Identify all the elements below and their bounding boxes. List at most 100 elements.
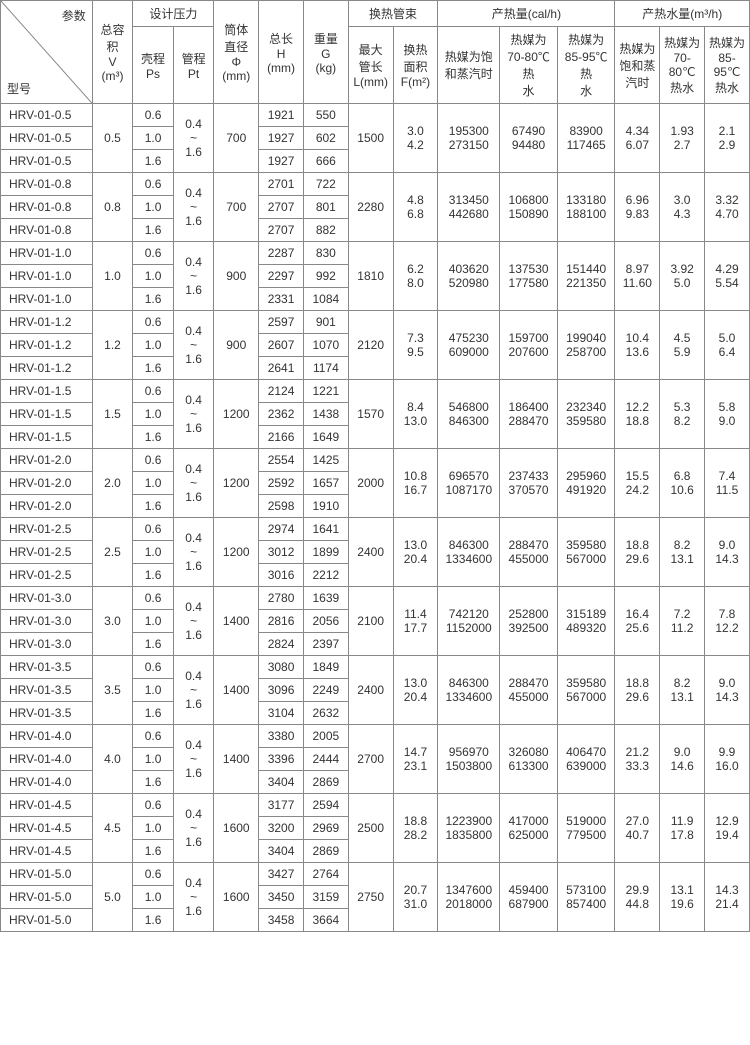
cell-hc3: 295960491920 xyxy=(557,449,615,518)
cell-model: HRV-01-4.0 xyxy=(1,748,93,771)
cell-shell: 1.0 xyxy=(133,403,174,426)
cell-weight: 901 xyxy=(303,311,348,334)
cell-hc2: 459400687900 xyxy=(500,863,558,932)
cell-weight: 602 xyxy=(303,127,348,150)
cell-model: HRV-01-0.5 xyxy=(1,127,93,150)
cell-length: 2598 xyxy=(259,495,304,518)
cell-model: HRV-01-2.0 xyxy=(1,472,93,495)
cell-model: HRV-01-5.0 xyxy=(1,863,93,886)
cell-weight: 2005 xyxy=(303,725,348,748)
cell-weight: 882 xyxy=(303,219,348,242)
cell-weight: 992 xyxy=(303,265,348,288)
cell-tube: 0.4~1.6 xyxy=(173,449,214,518)
cell-hm1: 27.040.7 xyxy=(615,794,660,863)
cell-vol: 4.5 xyxy=(92,794,133,863)
cell-hm2: 4.55.9 xyxy=(660,311,705,380)
cell-dia: 1600 xyxy=(214,794,259,863)
cell-weight: 801 xyxy=(303,196,348,219)
cell-shell: 1.6 xyxy=(133,771,174,794)
cell-weight: 2594 xyxy=(303,794,348,817)
diag-bottom: 型号 xyxy=(7,80,31,97)
cell-length: 3104 xyxy=(259,702,304,725)
cell-vol: 0.8 xyxy=(92,173,133,242)
cell-model: HRV-01-4.0 xyxy=(1,771,93,794)
cell-hc1: 8463001334600 xyxy=(438,656,500,725)
cell-shell: 0.6 xyxy=(133,311,174,334)
cell-weight: 2444 xyxy=(303,748,348,771)
cell-vol: 1.0 xyxy=(92,242,133,311)
cell-length: 3396 xyxy=(259,748,304,771)
cell-weight: 2249 xyxy=(303,679,348,702)
h-len: 总长H(mm) xyxy=(259,1,304,104)
cell-model: HRV-01-4.5 xyxy=(1,817,93,840)
cell-hc2: 186400288470 xyxy=(500,380,558,449)
cell-shell: 0.6 xyxy=(133,242,174,265)
cell-length: 2592 xyxy=(259,472,304,495)
cell-length: 2824 xyxy=(259,633,304,656)
cell-vol: 0.5 xyxy=(92,104,133,173)
cell-hm3: 9.014.3 xyxy=(705,518,750,587)
cell-model: HRV-01-4.5 xyxy=(1,840,93,863)
cell-model: HRV-01-3.5 xyxy=(1,702,93,725)
h-heat-m3: 产热水量(m³/h) xyxy=(615,1,750,27)
diag-header: 参数 型号 xyxy=(1,1,93,104)
h-hc1: 热媒为饱和蒸汽时 xyxy=(438,27,500,104)
cell-tube: 0.4~1.6 xyxy=(173,104,214,173)
table-row: HRV-01-3.53.50.60.4~1.614003080184924001… xyxy=(1,656,750,679)
cell-area: 13.020.4 xyxy=(393,656,438,725)
cell-weight: 666 xyxy=(303,150,348,173)
cell-area: 13.020.4 xyxy=(393,518,438,587)
cell-model: HRV-01-1.5 xyxy=(1,380,93,403)
cell-hm3: 7.812.2 xyxy=(705,587,750,656)
cell-hm3: 9.014.3 xyxy=(705,656,750,725)
cell-shell: 1.6 xyxy=(133,840,174,863)
cell-shell: 1.6 xyxy=(133,495,174,518)
cell-dia: 1600 xyxy=(214,863,259,932)
cell-shell: 1.0 xyxy=(133,679,174,702)
table-row: HRV-01-3.03.00.60.4~1.614002780163921001… xyxy=(1,587,750,610)
cell-shell: 0.6 xyxy=(133,863,174,886)
h-bundle: 换热管束 xyxy=(348,1,438,27)
cell-vol: 3.0 xyxy=(92,587,133,656)
cell-hm3: 5.89.0 xyxy=(705,380,750,449)
cell-hm1: 18.829.6 xyxy=(615,518,660,587)
cell-weight: 2969 xyxy=(303,817,348,840)
cell-hm3: 9.916.0 xyxy=(705,725,750,794)
table-row: HRV-01-2.52.50.60.4~1.612002974164124001… xyxy=(1,518,750,541)
cell-model: HRV-01-3.0 xyxy=(1,610,93,633)
diag-top: 参数 xyxy=(62,7,86,24)
cell-tube: 0.4~1.6 xyxy=(173,863,214,932)
cell-hc1: 195300273150 xyxy=(438,104,500,173)
cell-model: HRV-01-4.0 xyxy=(1,725,93,748)
cell-hc3: 406470639000 xyxy=(557,725,615,794)
cell-hm3: 7.411.5 xyxy=(705,449,750,518)
cell-tube: 0.4~1.6 xyxy=(173,173,214,242)
cell-hc1: 6965701087170 xyxy=(438,449,500,518)
cell-maxlen: 1500 xyxy=(348,104,393,173)
cell-weight: 1910 xyxy=(303,495,348,518)
cell-dia: 700 xyxy=(214,173,259,242)
cell-shell: 0.6 xyxy=(133,449,174,472)
cell-length: 2124 xyxy=(259,380,304,403)
cell-weight: 550 xyxy=(303,104,348,127)
cell-shell: 0.6 xyxy=(133,587,174,610)
cell-hc1: 7421201152000 xyxy=(438,587,500,656)
cell-area: 6.28.0 xyxy=(393,242,438,311)
cell-hm1: 15.524.2 xyxy=(615,449,660,518)
cell-length: 2597 xyxy=(259,311,304,334)
cell-length: 2707 xyxy=(259,196,304,219)
cell-hc3: 359580567000 xyxy=(557,656,615,725)
cell-shell: 0.6 xyxy=(133,725,174,748)
cell-model: HRV-01-1.2 xyxy=(1,311,93,334)
cell-dia: 1400 xyxy=(214,725,259,794)
cell-shell: 1.0 xyxy=(133,541,174,564)
cell-weight: 1899 xyxy=(303,541,348,564)
cell-maxlen: 1810 xyxy=(348,242,393,311)
cell-model: HRV-01-3.0 xyxy=(1,587,93,610)
cell-shell: 1.6 xyxy=(133,357,174,380)
cell-hc3: 151440221350 xyxy=(557,242,615,311)
cell-shell: 1.0 xyxy=(133,817,174,840)
table-row: HRV-01-4.54.50.60.4~1.616003177259425001… xyxy=(1,794,750,817)
cell-hm1: 10.413.6 xyxy=(615,311,660,380)
cell-length: 1927 xyxy=(259,127,304,150)
